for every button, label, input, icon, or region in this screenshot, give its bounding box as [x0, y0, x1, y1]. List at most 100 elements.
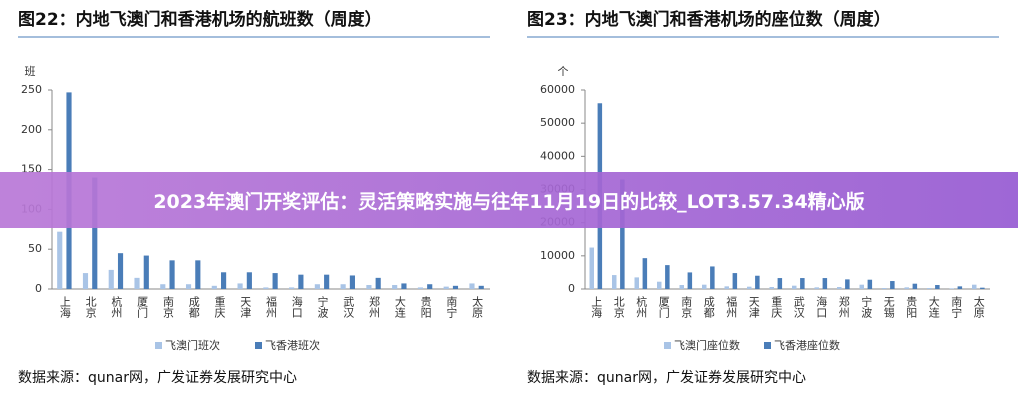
bar [392, 285, 398, 289]
y-tick-label: 0 [568, 282, 575, 295]
legend-label: 飞香港座位数 [774, 338, 840, 352]
x-tick-label: 大连 [393, 295, 406, 318]
legend-swatch [764, 342, 771, 349]
x-tick-label: 杭州 [110, 295, 123, 318]
source: 数据来源：qunar网，广发证券发展研究中心 [527, 370, 806, 386]
x-tick-label: 上海 [590, 296, 603, 319]
x-tick-label: 上海 [58, 296, 71, 319]
x-tick-label: 重庆 [213, 295, 226, 319]
bar [927, 288, 932, 289]
bar [143, 255, 149, 289]
bar [957, 286, 963, 289]
y-tick-label: 60000 [540, 83, 575, 96]
legend-label: 飞香港班次 [265, 338, 320, 352]
bar [912, 283, 918, 289]
bar [710, 266, 715, 289]
bar [612, 275, 617, 289]
x-tick-label: 武汉 [342, 296, 355, 319]
bar [185, 284, 192, 289]
bar [949, 288, 954, 289]
bar [589, 247, 594, 289]
bar [134, 277, 140, 289]
y-tick-label: 10000 [540, 249, 575, 262]
x-tick-label: 重庆 [770, 295, 783, 319]
x-tick-label: 厦门 [136, 296, 149, 319]
x-tick-label: 北京 [612, 296, 625, 319]
bar [904, 287, 909, 289]
bar [642, 258, 648, 289]
bar [340, 284, 346, 289]
bar [935, 285, 940, 289]
bar [272, 273, 278, 289]
bar [160, 284, 166, 289]
bar [375, 277, 381, 289]
bar [859, 284, 864, 289]
x-tick-label: 大连 [927, 295, 940, 318]
bar [679, 285, 684, 289]
bar [108, 269, 114, 289]
chart-title: 图23：内地飞澳门和香港机场的座位数（周度） [527, 9, 891, 30]
bar [980, 287, 985, 289]
bar [478, 285, 484, 289]
bar [452, 285, 459, 289]
y-tick-label: 50000 [540, 116, 575, 129]
bar [755, 275, 760, 289]
bar [221, 272, 227, 289]
y-unit: 班 [25, 65, 36, 78]
y-tick-label: 250 [21, 83, 42, 96]
x-tick-label: 厦门 [657, 296, 670, 319]
bar [890, 281, 895, 289]
bar [867, 279, 873, 289]
bar [117, 253, 124, 289]
bar [324, 274, 330, 289]
x-tick-label: 天津 [747, 296, 760, 318]
x-tick-label: 南京 [161, 296, 174, 319]
bar [401, 283, 407, 289]
legend-swatch [155, 342, 162, 349]
bar [665, 265, 670, 289]
bar [82, 273, 89, 289]
x-tick-label: 北京 [84, 296, 97, 319]
bar [800, 278, 805, 289]
bar [702, 284, 707, 289]
x-tick-label: 无锡 [882, 296, 895, 319]
bar [620, 179, 625, 289]
bar [657, 281, 662, 289]
bar [237, 283, 243, 289]
y-tick-label: 200 [21, 123, 42, 136]
bar [246, 272, 252, 289]
chart-title: 图22：内地飞澳门和香港机场的航班数（周度） [18, 9, 382, 30]
x-tick-label: 太原 [471, 296, 484, 318]
x-tick-label: 杭州 [635, 295, 648, 318]
x-tick-label: 宁波 [316, 295, 329, 319]
bar [469, 283, 475, 289]
bar [417, 287, 424, 289]
x-tick-label: 成都 [702, 296, 715, 318]
bar [349, 275, 355, 289]
legend-swatch [664, 342, 671, 349]
x-tick-label: 贵阳 [905, 296, 918, 318]
y-tick-label: 0 [35, 282, 42, 295]
bar [263, 287, 269, 289]
bar [732, 273, 738, 289]
bar [837, 287, 842, 289]
bar [747, 286, 752, 289]
bar [366, 285, 372, 289]
x-tick-label: 成都 [187, 296, 200, 318]
x-tick-label: 海口 [815, 295, 828, 318]
bar [882, 288, 887, 289]
bar [724, 286, 729, 289]
legend-swatch [255, 342, 262, 349]
source: 数据来源：qunar网，广发证券发展研究中心 [18, 370, 297, 386]
bar [777, 278, 783, 289]
x-tick-label: 福州 [725, 295, 738, 318]
bar [769, 287, 774, 289]
bar [792, 285, 797, 289]
banner: 2023年澳门开奖评估：灵活策略实施与往年11月19日的比较_LOT3.57.3… [0, 172, 1018, 228]
x-tick-label: 南京 [680, 296, 693, 319]
y-tick-label: 40000 [540, 149, 575, 162]
legend-label: 飞澳门座位数 [674, 338, 740, 352]
x-tick-label: 福州 [265, 295, 278, 318]
bar [972, 284, 977, 289]
